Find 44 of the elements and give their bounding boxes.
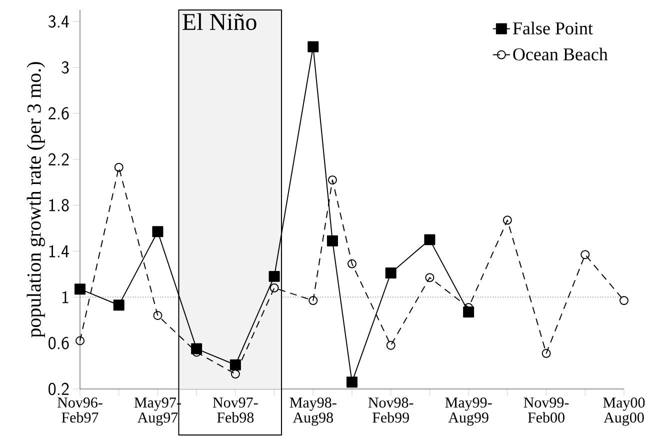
point	[308, 41, 319, 52]
point	[152, 226, 164, 238]
point	[386, 340, 396, 350]
point	[268, 270, 280, 282]
band-label: El Niño	[182, 13, 256, 30]
legend-label: Ocean Beach	[513, 48, 608, 60]
x-tick-label: May98-Aug98	[290, 398, 336, 426]
y-tick-label: 1.4	[49, 245, 70, 258]
legend-label: False Point	[512, 22, 593, 34]
x-tick-label: May99-Aug99	[445, 398, 492, 426]
point	[230, 359, 241, 370]
y-tick-label: 0.2	[48, 382, 69, 396]
point	[76, 336, 85, 346]
point	[346, 376, 358, 388]
y-tick-label: 1	[62, 291, 68, 304]
point	[385, 267, 396, 278]
y-axis-title: population growth rate (per 3 mo.)	[26, 62, 45, 338]
point	[542, 348, 551, 358]
point	[502, 216, 512, 225]
x-tick-label: Nov96-Feb97	[58, 398, 102, 423]
point	[348, 259, 356, 268]
x-tick-label: Nov97-Feb98	[212, 398, 258, 423]
point	[619, 296, 628, 306]
x-tick-label: May00 Aug00	[603, 398, 645, 426]
point	[308, 296, 318, 306]
point	[114, 162, 124, 172]
point	[270, 283, 279, 292]
point	[230, 370, 240, 379]
point	[153, 310, 162, 320]
y-tick-label: 3	[62, 61, 69, 74]
point	[328, 175, 337, 184]
y-tick-label: 0.6	[48, 336, 69, 350]
point	[113, 300, 124, 311]
point	[425, 273, 434, 282]
point	[424, 234, 436, 246]
x-tick-label: Nov98-Feb99	[368, 398, 414, 423]
x-tick-label: Nov99-Feb00	[524, 398, 569, 423]
point	[74, 284, 86, 295]
y-tick-label: 2.2	[48, 153, 69, 166]
y-tick-label: 2.6	[48, 107, 69, 120]
y-tick-label: 3.4	[48, 15, 70, 28]
point	[580, 250, 590, 260]
point	[326, 235, 338, 246]
y-tick-label: 1.8	[49, 199, 69, 212]
